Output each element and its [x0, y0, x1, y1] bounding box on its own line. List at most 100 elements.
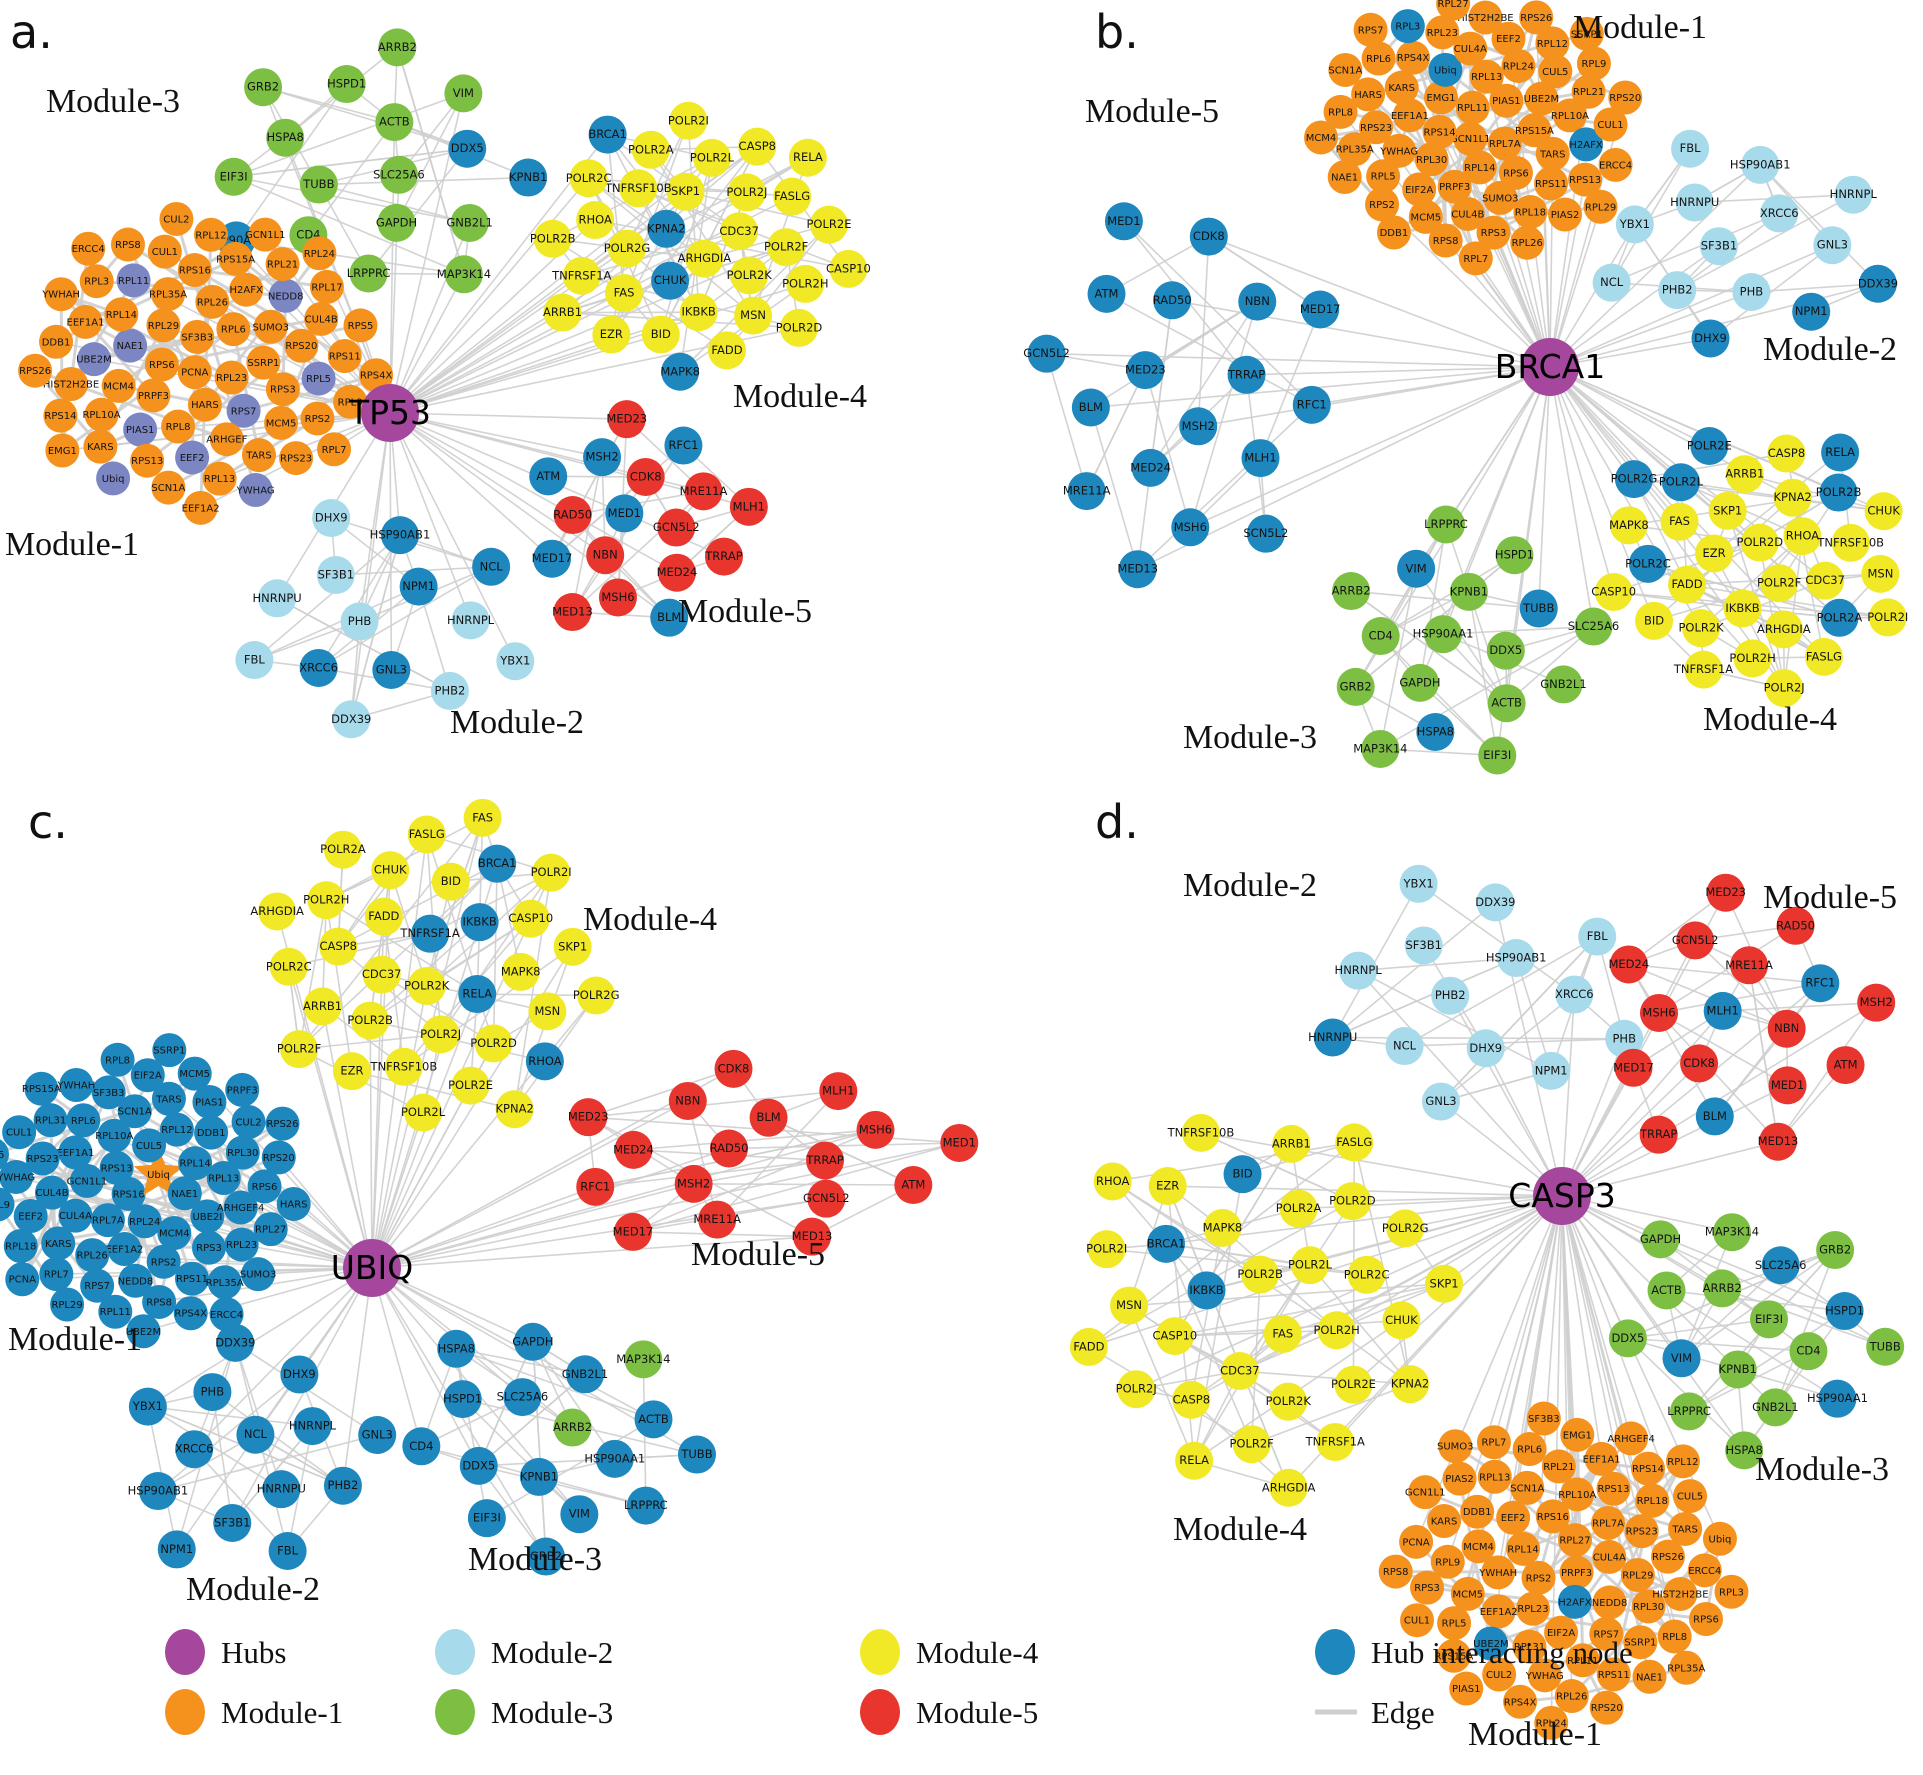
node-RPL3[interactable]: RPL3: [1714, 1574, 1749, 1609]
hub-node-CASP3[interactable]: CASP3: [1508, 1167, 1616, 1225]
node-NCL[interactable]: NCL: [1385, 1027, 1424, 1066]
node-RPL30[interactable]: RPL30: [1631, 1589, 1666, 1624]
node-SCN1A[interactable]: SCN1A: [118, 1094, 152, 1129]
node-CASP10[interactable]: CASP10: [1591, 573, 1636, 612]
node-UBE2M[interactable]: UBE2M: [126, 1314, 162, 1349]
node-ATM[interactable]: ATM: [894, 1166, 933, 1205]
node-DDX5[interactable]: DDX5: [1608, 1319, 1647, 1358]
node-MCM4[interactable]: MCM4: [1304, 120, 1339, 155]
node-POLR2F[interactable]: POLR2F: [764, 228, 808, 267]
node-POLR2G[interactable]: POLR2G: [1611, 460, 1658, 499]
node-HNRNPL[interactable]: HNRNPL: [1335, 951, 1383, 990]
node-RPL10A[interactable]: RPL10A: [82, 397, 121, 432]
node-SKP1[interactable]: SKP1: [1708, 491, 1747, 530]
node-BRCA1[interactable]: BRCA1: [588, 115, 627, 154]
node-RPL21[interactable]: RPL21: [1571, 74, 1606, 109]
node-RPL7[interactable]: RPL7: [39, 1257, 74, 1292]
node-RPL24[interactable]: RPL24: [302, 236, 337, 271]
node-RPL29[interactable]: RPL29: [1620, 1558, 1655, 1593]
node-RPL30[interactable]: RPL30: [1414, 142, 1449, 177]
node-RPL24[interactable]: RPL24: [1501, 48, 1536, 83]
node-RPL26[interactable]: RPL26: [195, 284, 230, 319]
node-PRPF3[interactable]: PRPF3: [225, 1072, 260, 1107]
node-FASLG[interactable]: FASLG: [1335, 1123, 1374, 1162]
node-RPL7[interactable]: RPL7: [1476, 1425, 1511, 1460]
node-GRB2[interactable]: GRB2: [526, 1537, 565, 1576]
node-CHUK[interactable]: CHUK: [651, 261, 690, 300]
node-ARRB1[interactable]: ARRB1: [1725, 455, 1764, 494]
node-RPS3[interactable]: RPS3: [191, 1230, 226, 1265]
node-MED13[interactable]: MED13: [1758, 1122, 1799, 1161]
node-PIAS1[interactable]: PIAS1: [192, 1084, 227, 1119]
node-FBL[interactable]: FBL: [1578, 917, 1617, 956]
node-GNL3[interactable]: GNL3: [1421, 1082, 1460, 1121]
node-KARS[interactable]: KARS: [41, 1226, 76, 1261]
node-RPS23[interactable]: RPS23: [25, 1141, 60, 1176]
node-PCNA[interactable]: PCNA: [5, 1262, 40, 1297]
node-PHB2[interactable]: PHB2: [1658, 271, 1697, 310]
node-NAE1[interactable]: NAE1: [1632, 1659, 1667, 1694]
node-POLR2D[interactable]: POLR2D: [470, 1024, 517, 1063]
node-MAPK8[interactable]: MAPK8: [1203, 1208, 1243, 1247]
node-RPS2[interactable]: RPS2: [1521, 1560, 1556, 1595]
node-CHUK[interactable]: CHUK: [1864, 492, 1903, 531]
node-RPS16[interactable]: RPS16: [1535, 1499, 1570, 1534]
node-RPS6[interactable]: RPS6: [144, 347, 179, 382]
node-EEF1A2[interactable]: EEF1A2: [105, 1232, 143, 1267]
node-RPL13[interactable]: RPL13: [1469, 59, 1504, 94]
node-CD4[interactable]: CD4: [402, 1427, 441, 1466]
node-FAS[interactable]: FAS: [605, 274, 644, 313]
node-RPL7[interactable]: RPL7: [317, 432, 352, 467]
node-DDX39[interactable]: DDX39: [1475, 883, 1515, 922]
node-GAPDH[interactable]: GAPDH: [1640, 1220, 1681, 1259]
node-RAD50[interactable]: RAD50: [1153, 281, 1192, 320]
node-DHX9[interactable]: DHX9: [312, 499, 351, 538]
node-CDK8[interactable]: CDK8: [1189, 217, 1228, 256]
node-GAPDH[interactable]: GAPDH: [1399, 663, 1441, 702]
node-POLR2F[interactable]: POLR2F: [1229, 1425, 1274, 1464]
node-YWHAG[interactable]: YWHAG: [236, 473, 275, 508]
node-POLR2L[interactable]: POLR2L: [1659, 463, 1704, 502]
node-SLC25A6[interactable]: SLC25A6: [1568, 607, 1620, 646]
node-MED24[interactable]: MED24: [1130, 448, 1171, 487]
node-GNL3[interactable]: GNL3: [358, 1415, 397, 1454]
node-BID[interactable]: BID: [431, 862, 470, 901]
node-POLR2L[interactable]: POLR2L: [401, 1093, 446, 1132]
node-SF3B3[interactable]: SF3B3: [1526, 1401, 1561, 1436]
node-TNFRSF10B[interactable]: TNFRSF10B: [1816, 523, 1884, 562]
node-GRB2[interactable]: GRB2: [1816, 1231, 1855, 1270]
node-ARRB1[interactable]: ARRB1: [303, 987, 342, 1026]
node-GNB2L1[interactable]: GNB2L1: [562, 1355, 608, 1394]
node-CUL5[interactable]: CUL5: [132, 1128, 167, 1163]
node-CUL4A[interactable]: CUL4A: [58, 1198, 93, 1233]
node-MRE11A[interactable]: MRE11A: [693, 1200, 741, 1239]
node-GCN5L2[interactable]: GCN5L2: [1023, 334, 1070, 373]
node-NCL[interactable]: NCL: [1592, 263, 1631, 302]
node-CUL5[interactable]: CUL5: [1673, 1479, 1708, 1514]
node-BID[interactable]: BID: [641, 315, 680, 354]
node-DDX39[interactable]: DDX39: [1858, 264, 1898, 303]
node-RPL24[interactable]: RPL24: [127, 1204, 162, 1239]
node-BRCA1[interactable]: BRCA1: [1147, 1224, 1186, 1263]
node-RPS6[interactable]: RPS6: [1689, 1601, 1724, 1636]
node-TRRAP[interactable]: TRRAP: [805, 1141, 845, 1180]
node-MED23[interactable]: MED23: [1125, 351, 1166, 390]
node-KPNA2[interactable]: KPNA2: [1391, 1365, 1429, 1404]
node-SUMO3[interactable]: SUMO3: [240, 1257, 277, 1292]
node-EZR[interactable]: EZR: [592, 315, 631, 354]
node-ERCC4[interactable]: ERCC4: [209, 1297, 244, 1332]
node-NEDD8[interactable]: NEDD8: [268, 278, 304, 313]
node-PCNA[interactable]: PCNA: [177, 355, 212, 390]
node-SLC25A6[interactable]: SLC25A6: [1755, 1246, 1807, 1285]
node-SKP1[interactable]: SKP1: [666, 172, 705, 211]
node-ERCC4[interactable]: ERCC4: [1687, 1553, 1722, 1588]
node-EEF2[interactable]: EEF2: [1496, 1500, 1531, 1535]
node-EMG1[interactable]: EMG1: [1560, 1417, 1595, 1452]
node-ARHGDIA[interactable]: ARHGDIA: [250, 892, 304, 931]
node-VIM[interactable]: VIM: [444, 74, 483, 113]
node-BRCA1[interactable]: BRCA1: [478, 844, 517, 883]
node-HNRNPU[interactable]: HNRNPU: [1308, 1018, 1357, 1057]
node-GNL3[interactable]: GNL3: [1813, 226, 1852, 265]
node-RAD50[interactable]: RAD50: [553, 496, 592, 535]
node-MED13[interactable]: MED13: [792, 1217, 833, 1256]
